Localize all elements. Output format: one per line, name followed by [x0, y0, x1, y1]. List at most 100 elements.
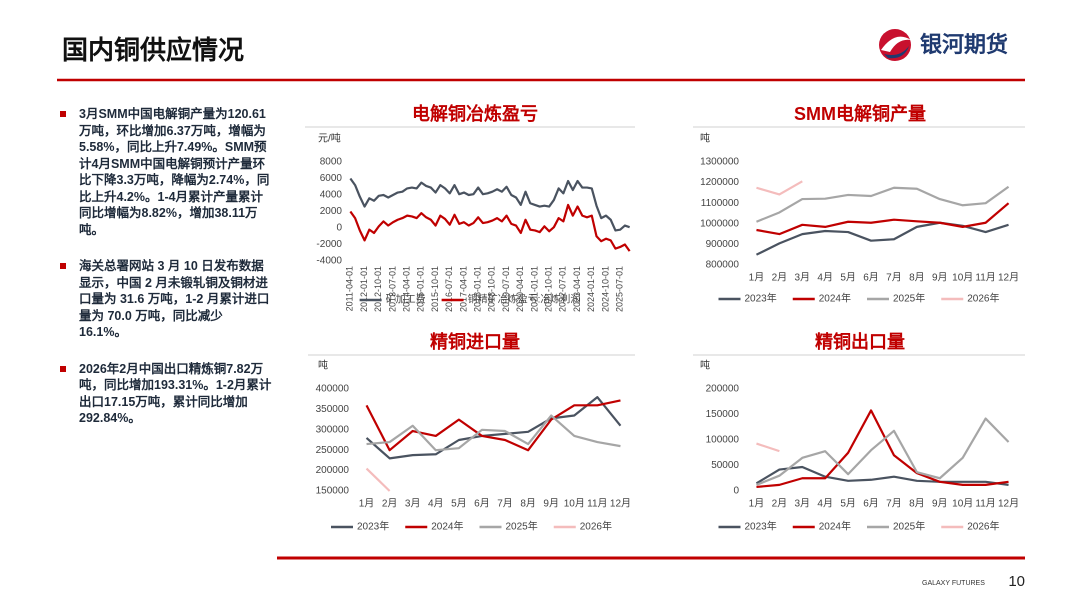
y-unit: 吨 — [700, 359, 710, 372]
legend-label: 铜精矿冶炼盈亏:冶炼利润 — [468, 293, 581, 306]
series-line — [349, 203, 631, 252]
x-tick-label: 1月 — [749, 498, 765, 510]
y-tick-label: 900000 — [706, 239, 740, 250]
page-number: 10 — [1008, 573, 1025, 590]
x-tick-label: 2015-01-01 — [416, 266, 426, 312]
chart-title: 精铜进口量 — [430, 331, 520, 352]
x-tick-label: 8月 — [909, 498, 925, 510]
x-tick-label: 2012-10-01 — [373, 266, 383, 312]
legend-label: 2023年 — [745, 520, 777, 533]
x-tick-label: 1月 — [359, 498, 375, 510]
series-line — [349, 177, 630, 232]
x-tick-label: 2月 — [772, 272, 788, 284]
series-line — [756, 185, 1010, 223]
bullet-marker — [60, 263, 66, 269]
bullet-list: 3月SMM中国电解铜产量为120.61万吨，环比增加6.37万吨，增幅为5.58… — [60, 106, 274, 447]
bullet: 2026年2月中国出口精炼铜7.82万吨，同比增加193.31%。1-2月累计出… — [60, 361, 274, 427]
legend: 2023年 2024年 2025年 2026年 — [718, 292, 1000, 305]
legend: 2023年 2024年 2025年 2026年 — [718, 520, 1000, 533]
y-tick-label: -2000 — [316, 239, 342, 250]
logo-text: 银河期货 — [920, 32, 1008, 57]
legend-label: 2025年 — [506, 520, 538, 533]
x-tick-label: 10月 — [564, 498, 585, 510]
x-tick-label: 3月 — [795, 498, 811, 510]
x-tick-label: 2016-07-01 — [444, 266, 454, 312]
legend-label: 2024年 — [819, 520, 851, 533]
x-tick-label: 2014-04-01 — [402, 266, 412, 312]
x-tick-label: 6月 — [863, 272, 879, 284]
legend-label: 2023年 — [357, 520, 389, 533]
series-line — [365, 467, 391, 492]
chart-title: SMM电解铜产量 — [794, 103, 926, 124]
footer-brand: GALAXY FUTURES — [922, 580, 985, 587]
legend-label: 2024年 — [431, 520, 463, 533]
x-tick-label: 9月 — [932, 272, 948, 284]
x-tick-label: 11月 — [975, 498, 995, 510]
y-tick-label: 1200000 — [700, 177, 739, 188]
x-tick-label: 8月 — [520, 498, 536, 510]
y-unit: 吨 — [318, 359, 328, 372]
x-tick-label: 3月 — [405, 498, 421, 510]
series-line — [366, 414, 621, 452]
slide-title: 国内铜供应情况 — [62, 35, 244, 65]
logo: 银河期货 — [879, 29, 1008, 61]
legend-label: 2026年 — [967, 292, 999, 305]
x-tick-label: 2018-10-01 — [487, 266, 497, 312]
x-tick-label: 7月 — [886, 272, 902, 284]
bullet: 3月SMM中国电解铜产量为120.61万吨，环比增加6.37万吨，增幅为5.58… — [60, 106, 274, 238]
x-tick-label: 9月 — [543, 498, 559, 510]
x-tick-label: 4月 — [817, 498, 833, 510]
legend-label: 2026年 — [967, 520, 999, 533]
y-tick-label: 800000 — [706, 260, 740, 271]
x-tick-label: 2月 — [772, 498, 788, 510]
y-tick-label: 300000 — [316, 424, 350, 435]
series-line — [365, 399, 621, 452]
bullet-text: 3月SMM中国电解铜产量为120.61万吨，环比增加6.37万吨，增幅为5.58… — [79, 107, 270, 237]
x-tick-label: 5月 — [451, 498, 467, 510]
y-tick-label: 1300000 — [700, 157, 739, 168]
y-tick-label: 200000 — [706, 384, 740, 395]
x-tick-label: 12月 — [998, 272, 1019, 284]
x-tick-label: 2021-01-01 — [529, 266, 539, 312]
legend-label: 2025年 — [893, 292, 925, 305]
y-tick-label: 8000 — [320, 157, 343, 168]
x-tick-label: 2021-10-01 — [544, 266, 554, 312]
bullet-text: 2026年2月中国出口精炼铜7.82万吨，同比增加193.31%。1-2月累计出… — [79, 361, 272, 426]
x-tick-label: 8月 — [909, 272, 925, 284]
y-tick-label: 250000 — [316, 445, 350, 456]
x-tick-label: 12月 — [610, 498, 631, 510]
x-tick-label: 11月 — [587, 498, 607, 510]
legend-label: 2023年 — [745, 292, 777, 305]
y-tick-label: 350000 — [316, 404, 350, 415]
chart-title: 精铜出口量 — [815, 331, 905, 352]
y-tick-label: 6000 — [320, 173, 343, 184]
series-line — [756, 180, 803, 196]
series-line — [365, 396, 622, 460]
y-tick-label: 0 — [336, 223, 342, 234]
y-tick-label: 150000 — [706, 409, 740, 420]
x-tick-label: 2018-01-01 — [473, 266, 483, 312]
y-tick-label: 100000 — [706, 435, 740, 446]
x-tick-label: 4月 — [817, 272, 833, 284]
x-tick-label: 2025-07-01 — [615, 266, 625, 312]
logo-swoosh — [884, 46, 909, 59]
y-tick-label: -4000 — [316, 256, 342, 267]
legend: 2023年 2024年 2025年 2026年 — [331, 520, 612, 533]
legend-label: 矿加工费 — [386, 293, 426, 306]
y-unit: 吨 — [700, 132, 710, 145]
x-tick-label: 2024-01-01 — [586, 266, 596, 312]
x-tick-label: 2019-07-01 — [501, 266, 511, 312]
x-tick-label: 2023-04-01 — [572, 266, 582, 312]
y-tick-label: 1000000 — [700, 218, 739, 229]
x-tick-label: 2020-04-01 — [515, 266, 525, 312]
x-tick-label: 5月 — [840, 272, 856, 284]
legend-label: 2025年 — [893, 520, 925, 533]
x-tick-label: 2017-04-01 — [458, 266, 468, 312]
y-tick-label: 1100000 — [701, 198, 740, 209]
x-tick-label: 10月 — [952, 272, 973, 284]
legend: 矿加工费 铜精矿冶炼盈亏:冶炼利润 — [359, 293, 581, 306]
